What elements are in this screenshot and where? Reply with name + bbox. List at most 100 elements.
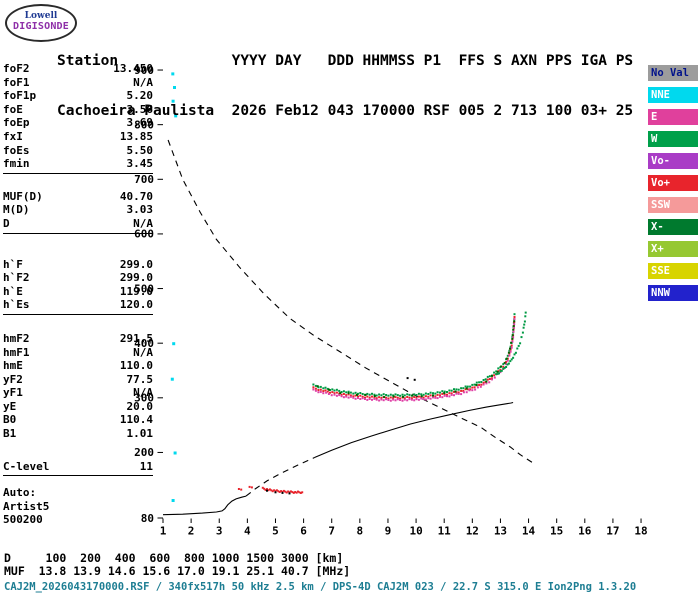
parameter-row: h`Es 120.0: [3, 298, 153, 312]
parameter-name: foF1: [3, 75, 30, 89]
parameter-value: 13.450: [113, 62, 153, 75]
es-trace-dark-dots: [266, 489, 291, 495]
legend-item-no-val: No Val: [648, 65, 698, 81]
parameter-name: hmF2: [3, 331, 30, 345]
parameter-name: yF1: [3, 386, 23, 400]
parameter-name: B1: [3, 427, 17, 441]
parameter-name: fmin: [3, 157, 30, 171]
digisonde-logo: Lowell DIGISONDE: [5, 4, 77, 42]
x-tick-label: 8: [357, 525, 364, 538]
parameter-row: B0 110.4: [3, 413, 153, 427]
parameter-value: 120.0: [119, 298, 153, 312]
parameter-row: MUF(D) 40.70: [3, 190, 153, 204]
status-line: CAJ2M_2026043170000.RSF / 340fx517h 50 k…: [4, 581, 637, 593]
legend-item-ssw: SSW: [648, 197, 698, 213]
parameter-row: fmin 3.45: [3, 157, 153, 171]
true-height-profile-valley: [245, 456, 316, 497]
parameter-row: fxI 13.85: [3, 130, 153, 144]
parameter-name: yF2: [3, 372, 23, 386]
f-trace-green: [312, 313, 516, 397]
x-tick-label: 5: [272, 525, 279, 538]
parameter-row: foE 3.56: [3, 103, 153, 117]
y-tick-label: 700: [134, 173, 154, 186]
parameter-panel: foF2 13.450 foF1 N/A foF1p 5.20 foE 3.56 foEp 3.6…: [3, 62, 153, 527]
y-tick-label: 500: [134, 282, 154, 295]
parameter-group: C-level 11: [3, 460, 153, 477]
legend-item-vo-: Vo+: [648, 175, 698, 191]
parameter-value: N/A: [133, 345, 153, 359]
y-tick-label: 200: [134, 446, 154, 459]
noise-dots-black: [406, 377, 416, 381]
parameter-name: D: [3, 216, 10, 230]
legend-item-nnw: NNW: [648, 285, 698, 301]
x-axis: 1 2 3 4 5 6 7 8 9 10 11 12 13 14 15 16 17 18: [160, 518, 648, 538]
parameter-row: yE 20.0: [3, 400, 153, 414]
e-region-red-dots: [237, 485, 253, 491]
parameter-name: foF1p: [3, 89, 37, 103]
legend-item-w: W: [648, 131, 698, 147]
header: Station YYYY DAY DDD HHMMSS P1 FFS S AXN…: [57, 20, 633, 136]
x-tick-label: 15: [550, 525, 563, 538]
legend-item-x-: X+: [648, 241, 698, 257]
x-trace-green: [495, 311, 527, 376]
legend-item-x-: X-: [648, 219, 698, 235]
parameter-group: foF2 13.450 foF1 N/A foF1p 5.20 foE 3.56 foEp 3.6…: [3, 62, 153, 174]
parameter-row: foF1 N/A: [3, 76, 153, 90]
parameter-row: foF1p 5.20: [3, 89, 153, 103]
es-trace-red: [261, 486, 304, 494]
parameter-row: hmE 110.0: [3, 359, 153, 373]
parameter-row: hmF1 N/A: [3, 346, 153, 360]
parameter-value: 3.56: [126, 102, 154, 116]
parameter-name: foEp: [3, 116, 30, 130]
parameter-row: h`E 119.0: [3, 285, 153, 299]
parameter-value: 110.0: [119, 359, 153, 373]
x-tick-label: 14: [522, 525, 536, 538]
parameter-name: h`F2: [3, 271, 30, 285]
x-tick-label: 3: [216, 525, 223, 538]
parameter-row: yF2 77.5: [3, 373, 153, 387]
f-trace-magenta: [312, 318, 516, 402]
parameter-row: h`F 299.0: [3, 258, 153, 272]
true-height-profile-f: [314, 401, 514, 458]
parameter-name: yE: [3, 399, 17, 413]
parameter-value: N/A: [133, 386, 153, 400]
x-tick-label: 7: [328, 525, 335, 538]
y-tick-label: 900: [134, 64, 154, 77]
parameter-name: foE: [3, 102, 23, 116]
muf-row: MUF 13.8 13.9 14.6 15.6 17.0 19.1 25.1 4…: [4, 564, 351, 578]
x-tick-label: 18: [634, 525, 647, 538]
x-tick-label: 17: [606, 525, 619, 538]
y-tick-label: 800: [134, 118, 154, 131]
muf-transmission-curve: [167, 139, 534, 464]
direction-legend: No Val NNE E W Vo- Vo+ SSW X- X+ SSE NNW: [648, 65, 698, 307]
parameter-name: M(D): [3, 203, 30, 217]
parameter-row: D N/A: [3, 217, 153, 231]
parameter-value: 5.20: [126, 89, 154, 103]
parameter-name: h`F: [3, 257, 23, 271]
y-tick-label: 400: [134, 337, 154, 350]
true-height-profile-e: [162, 495, 247, 516]
x-tick-label: 13: [494, 525, 507, 538]
parameter-value: 291.5: [119, 331, 153, 345]
f-trace-dark-accents: [316, 320, 516, 399]
parameter-value: 1.01: [126, 427, 154, 441]
distance-row: D 100 200 400 600 800 1000 1500 3000 [km…: [4, 551, 344, 565]
autoscaling-info: Artist5: [3, 499, 50, 513]
parameter-value: 40.70: [119, 189, 153, 203]
x-tick-label: 11: [438, 525, 452, 538]
y-axis: 80 200 300 400 500 600 700 800 900: [134, 64, 163, 525]
legend-item-sse: SSE: [648, 263, 698, 279]
y-tick-label: 300: [134, 392, 154, 405]
parameter-name: h`Es: [3, 298, 30, 312]
x-tick-label: 9: [385, 525, 392, 538]
x-tick-label: 16: [578, 525, 592, 538]
parameter-name: foEs: [3, 143, 30, 157]
header-field-values: Cachoeira Paulista 2026 Feb12 043 170000…: [57, 102, 634, 119]
parameter-group: MUF(D) 40.70 M(D) 3.03 D N/A: [3, 190, 153, 234]
parameter-value: 5.50: [126, 143, 154, 157]
x-tick-label: 6: [300, 525, 307, 538]
parameter-value: 20.0: [126, 399, 154, 413]
parameter-value: 299.0: [119, 257, 153, 271]
parameter-name: hmF1: [3, 345, 30, 359]
nne-scatter: [170, 72, 178, 502]
